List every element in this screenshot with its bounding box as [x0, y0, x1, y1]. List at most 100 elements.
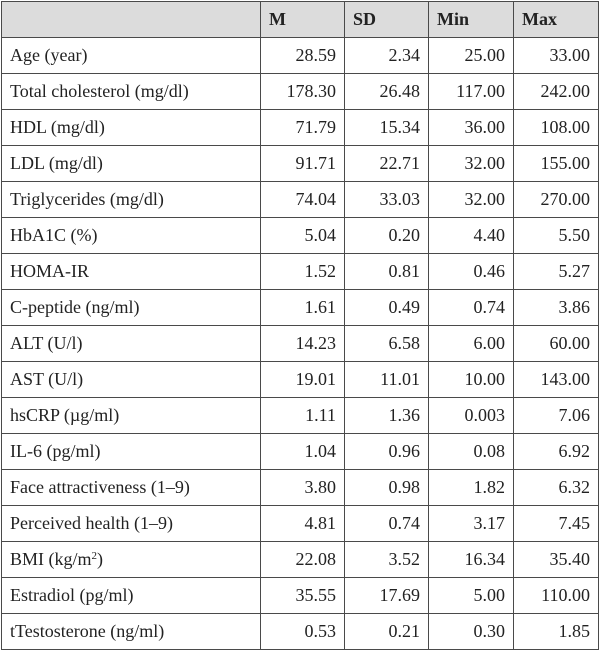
sd-cell: 26.48: [344, 73, 429, 110]
table-row: Triglycerides (mg/dl) 74.04 33.03 32.00 270.…: [1, 181, 599, 218]
sd-cell: 0.81: [344, 253, 429, 290]
table-row: HbA1C (%) 5.04 0.20 4.40 5.50: [1, 217, 599, 254]
row-label: AST (U/l): [1, 361, 261, 398]
sd-cell: 2.34: [344, 37, 429, 74]
mean-cell: 1.52: [260, 253, 345, 290]
mean-cell: 1.04: [260, 433, 345, 470]
sd-cell: 15.34: [344, 109, 429, 146]
sd-cell: 11.01: [344, 361, 429, 398]
header-row: M SD Min Max: [1, 1, 599, 38]
mean-cell: 0.53: [260, 613, 345, 650]
max-cell: 5.27: [513, 253, 599, 290]
table-row: hsCRP (µg/ml) 1.11 1.36 0.003 7.06: [1, 397, 599, 434]
max-cell: 1.85: [513, 613, 599, 650]
sd-cell: 0.20: [344, 217, 429, 254]
mean-cell: 35.55: [260, 577, 345, 614]
max-cell: 33.00: [513, 37, 599, 74]
max-cell: 270.00: [513, 181, 599, 218]
min-cell: 117.00: [428, 73, 514, 110]
row-label: IL-6 (pg/ml): [1, 433, 261, 470]
table-row: BMI (kg/m2) 22.08 3.52 16.34 35.40: [1, 541, 599, 578]
max-cell: 35.40: [513, 541, 599, 578]
min-cell: 36.00: [428, 109, 514, 146]
max-cell: 5.50: [513, 217, 599, 254]
max-cell: 155.00: [513, 145, 599, 182]
max-cell: 3.86: [513, 289, 599, 326]
table-row: IL-6 (pg/ml) 1.04 0.96 0.08 6.92: [1, 433, 599, 470]
mean-cell: 22.08: [260, 541, 345, 578]
table-row: C-peptide (ng/ml) 1.61 0.49 0.74 3.86: [1, 289, 599, 326]
table-row: LDL (mg/dl) 91.71 22.71 32.00 155.00: [1, 145, 599, 182]
header-mean: M: [260, 1, 345, 38]
sd-cell: 0.98: [344, 469, 429, 506]
max-cell: 6.32: [513, 469, 599, 506]
min-cell: 0.08: [428, 433, 514, 470]
row-label: LDL (mg/dl): [1, 145, 261, 182]
min-cell: 32.00: [428, 181, 514, 218]
row-label: tTestosterone (ng/ml): [1, 613, 261, 650]
min-cell: 10.00: [428, 361, 514, 398]
sd-cell: 0.49: [344, 289, 429, 326]
mean-cell: 91.71: [260, 145, 345, 182]
row-label: C-peptide (ng/ml): [1, 289, 261, 326]
table-row: AST (U/l) 19.01 11.01 10.00 143.00: [1, 361, 599, 398]
sd-cell: 22.71: [344, 145, 429, 182]
sd-cell: 0.21: [344, 613, 429, 650]
mean-cell: 1.11: [260, 397, 345, 434]
min-cell: 25.00: [428, 37, 514, 74]
row-label: HbA1C (%): [1, 217, 261, 254]
row-label: Triglycerides (mg/dl): [1, 181, 261, 218]
row-label: Perceived health (1–9): [1, 505, 261, 542]
mean-cell: 3.80: [260, 469, 345, 506]
min-cell: 0.30: [428, 613, 514, 650]
row-label: Total cholesterol (mg/dl): [1, 73, 261, 110]
table-row: ALT (U/l) 14.23 6.58 6.00 60.00: [1, 325, 599, 362]
row-label: HOMA-IR: [1, 253, 261, 290]
max-cell: 242.00: [513, 73, 599, 110]
table-row: Estradiol (pg/ml) 35.55 17.69 5.00 110.00: [1, 577, 599, 614]
min-cell: 5.00: [428, 577, 514, 614]
max-cell: 108.00: [513, 109, 599, 146]
sd-cell: 3.52: [344, 541, 429, 578]
min-cell: 6.00: [428, 325, 514, 362]
max-cell: 143.00: [513, 361, 599, 398]
sd-cell: 17.69: [344, 577, 429, 614]
header-max: Max: [513, 1, 599, 38]
max-cell: 60.00: [513, 325, 599, 362]
mean-cell: 74.04: [260, 181, 345, 218]
table-row: Age (year) 28.59 2.34 25.00 33.00: [1, 37, 599, 74]
row-label: HDL (mg/dl): [1, 109, 261, 146]
header-variable: [1, 1, 261, 38]
mean-cell: 4.81: [260, 505, 345, 542]
max-cell: 7.06: [513, 397, 599, 434]
max-cell: 6.92: [513, 433, 599, 470]
sd-cell: 6.58: [344, 325, 429, 362]
row-label: Age (year): [1, 37, 261, 74]
statistics-table: M SD Min Max Age (year) 28.59 2.34 25.00 33.…: [1, 1, 599, 650]
min-cell: 32.00: [428, 145, 514, 182]
mean-cell: 1.61: [260, 289, 345, 326]
min-cell: 3.17: [428, 505, 514, 542]
min-cell: 0.46: [428, 253, 514, 290]
header-min: Min: [428, 1, 514, 38]
mean-cell: 14.23: [260, 325, 345, 362]
row-label: BMI (kg/m2): [1, 541, 261, 578]
min-cell: 4.40: [428, 217, 514, 254]
sd-cell: 0.74: [344, 505, 429, 542]
sd-cell: 33.03: [344, 181, 429, 218]
row-label: Estradiol (pg/ml): [1, 577, 261, 614]
row-label: Face attractiveness (1–9): [1, 469, 261, 506]
mean-cell: 28.59: [260, 37, 345, 74]
row-label: ALT (U/l): [1, 325, 261, 362]
sd-cell: 0.96: [344, 433, 429, 470]
mean-cell: 19.01: [260, 361, 345, 398]
mean-cell: 178.30: [260, 73, 345, 110]
table-row: Total cholesterol (mg/dl) 178.30 26.48 117.…: [1, 73, 599, 110]
max-cell: 7.45: [513, 505, 599, 542]
table-row: tTestosterone (ng/ml) 0.53 0.21 0.30 1.85: [1, 613, 599, 650]
max-cell: 110.00: [513, 577, 599, 614]
table-row: Face attractiveness (1–9) 3.80 0.98 1.82 6.3…: [1, 469, 599, 506]
table-row: HOMA-IR 1.52 0.81 0.46 5.27: [1, 253, 599, 290]
table-row: Perceived health (1–9) 4.81 0.74 3.17 7.45: [1, 505, 599, 542]
min-cell: 16.34: [428, 541, 514, 578]
